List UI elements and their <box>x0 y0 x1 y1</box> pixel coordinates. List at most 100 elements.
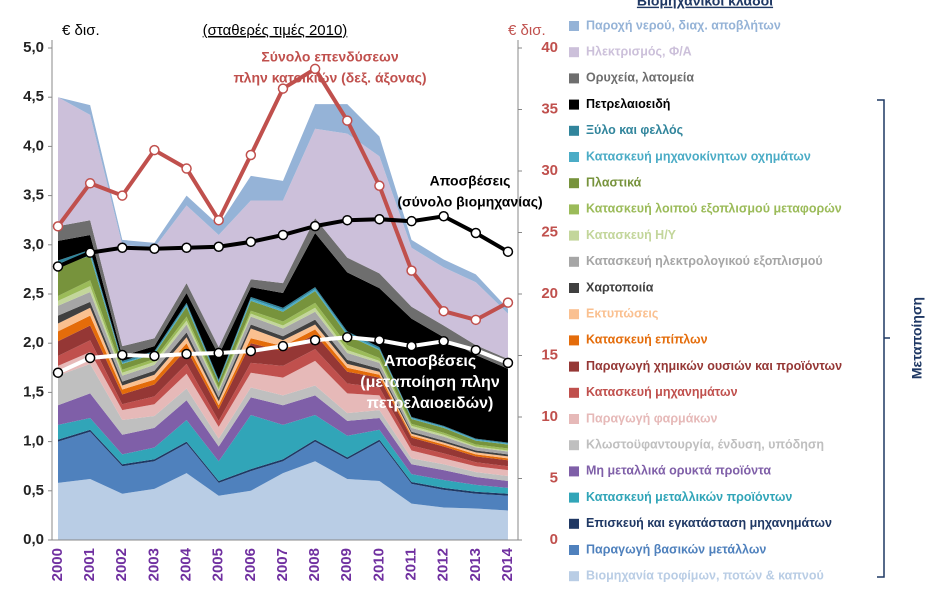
line-marker <box>52 367 64 378</box>
legend-swatch <box>569 256 579 267</box>
area <box>58 431 508 511</box>
x-tick-label: 2003 <box>145 548 162 581</box>
legend-title: Βιομηχανικοί κλάδοι <box>637 0 773 9</box>
area <box>58 393 508 488</box>
area <box>58 97 508 359</box>
legend-swatch <box>569 47 579 58</box>
line-marker <box>374 213 385 225</box>
bracket-label: Μεταποίηση <box>909 297 925 379</box>
line-label: (μεταποίηση πλην <box>360 374 500 391</box>
legend-label: Ξύλο και φελλός <box>586 123 683 137</box>
legend-swatch <box>569 518 579 529</box>
y-tick-label: 0,5 <box>23 482 44 499</box>
line-marker <box>149 243 160 254</box>
line-label: πετρελαιοειδών) <box>367 395 494 412</box>
y-tick-label: 1,5 <box>23 383 44 400</box>
x-tick-label: 2006 <box>242 548 259 581</box>
legend-label: Κλωστοϋφαντουργία, ένδυση, υπόδηση <box>586 437 824 451</box>
legend-label: Παραγωγή βασικών μετάλλων <box>586 542 766 556</box>
line-marker <box>438 305 449 317</box>
line-marker <box>149 144 160 156</box>
legend-swatch <box>569 571 579 582</box>
line-marker <box>374 180 385 192</box>
subtitle: (σταθερές τιμές 2010) <box>203 22 348 39</box>
line-marker <box>470 344 482 356</box>
x-tick-label: 2014 <box>499 547 516 581</box>
line-marker <box>438 211 449 222</box>
y-tick-label: 0,0 <box>23 531 44 548</box>
legend-label: Πετρελαιοειδή <box>586 97 670 111</box>
line-label: Αποσβέσεις <box>384 353 476 370</box>
legend-label: Πλαστικά <box>586 175 642 189</box>
line-marker <box>181 242 192 254</box>
line-marker <box>406 340 417 352</box>
legend-label: Ηλεκτρισμός, Φ/Α <box>586 44 692 58</box>
line-marker <box>502 246 514 257</box>
line-marker <box>245 236 257 248</box>
legend-label: Επισκευή και εγκατάσταση μηχανημάτων <box>586 516 832 530</box>
y2-tick-label: 40 <box>541 39 558 56</box>
y-tick-label: 4,0 <box>23 137 44 154</box>
line-label: Αποσβέσεις <box>430 173 511 189</box>
x-tick-label: 2008 <box>306 548 323 581</box>
line-marker <box>213 214 224 226</box>
legend-swatch <box>569 152 579 162</box>
line-marker <box>52 221 64 232</box>
legend-label: Μη μεταλλικά ορυκτά προϊόντα <box>586 464 771 478</box>
line-label: (σύνολο βιομηχανίας) <box>397 194 542 210</box>
x-tick-label: 2013 <box>467 548 484 581</box>
line-marker <box>245 345 257 357</box>
legend-swatch <box>569 545 579 555</box>
line-marker <box>342 214 353 226</box>
line-marker <box>117 190 128 201</box>
area <box>58 415 508 494</box>
line-marker <box>374 334 385 346</box>
legend-label: Κατασκευή μηχανημάτων <box>586 385 738 399</box>
legend-label: Βιομηχανία τροφίμων, ποτών & καπνού <box>586 568 824 582</box>
line-marker <box>406 265 417 276</box>
area <box>58 461 508 540</box>
line-marker <box>309 220 321 232</box>
line-marker <box>84 352 96 364</box>
x-tick-label: 2001 <box>81 548 98 581</box>
y-tick-label: 2,5 <box>23 285 44 302</box>
line-marker <box>52 261 64 272</box>
legend-swatch <box>569 387 579 398</box>
line-marker <box>470 314 482 326</box>
x-tick-label: 2004 <box>178 547 195 581</box>
line-marker <box>342 332 353 343</box>
line-marker <box>470 227 482 239</box>
line-label: πλην κατοικιών (δεξ. άξονας) <box>233 70 426 86</box>
y-tick-label: 3,0 <box>23 236 44 253</box>
y2-tick-label: 5 <box>550 469 558 486</box>
y2-tick-label: 0 <box>550 531 558 548</box>
line-marker <box>84 247 96 258</box>
legend-label: Παραγωγή χημικών ουσιών και προϊόντων <box>586 359 842 373</box>
y-tick-label: 4,5 <box>23 88 44 105</box>
legend-swatch <box>569 335 579 346</box>
x-tick-label: 2010 <box>370 548 387 581</box>
y2-tick-label: 10 <box>541 408 558 425</box>
line-marker <box>342 115 353 126</box>
y-axis-label: € δισ. <box>62 22 100 39</box>
x-tick-label: 2012 <box>435 548 452 581</box>
legend-swatch <box>569 99 579 110</box>
line-marker <box>502 357 514 369</box>
x-tick-label: 2011 <box>403 548 420 581</box>
line-marker <box>213 347 224 359</box>
line-marker <box>245 149 257 161</box>
legend-swatch <box>569 414 579 424</box>
area <box>58 363 508 481</box>
line-marker <box>309 63 321 75</box>
legend-label: Εκτυπώσεις <box>586 306 658 320</box>
area <box>58 232 508 443</box>
legend-label: Κατασκευή ηλεκτρολογικού εξοπλισμού <box>586 254 823 268</box>
line-marker <box>438 335 449 347</box>
line-marker <box>502 297 514 308</box>
y2-tick-label: 15 <box>541 346 558 363</box>
line-marker <box>213 241 224 253</box>
bracket <box>877 99 890 578</box>
legend-swatch <box>569 125 579 136</box>
line-marker <box>181 163 192 174</box>
